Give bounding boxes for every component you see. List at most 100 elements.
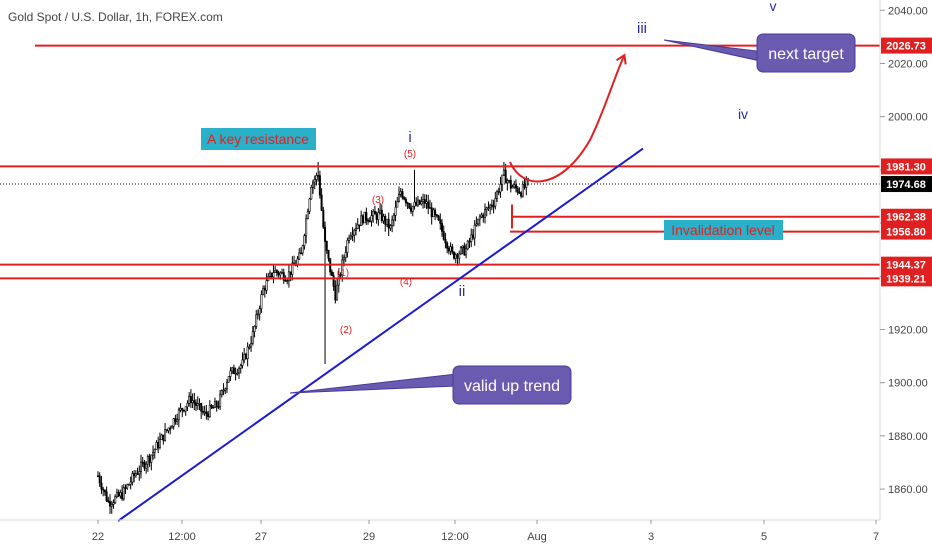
candle-body [411, 206, 414, 212]
candle-body [310, 187, 313, 200]
candle-body [465, 248, 468, 256]
candle-body [217, 406, 220, 408]
price-axis[interactable]: 1860.001880.001900.001920.001940.001960.… [879, 0, 932, 520]
candle-body [466, 240, 469, 250]
candle-body [437, 215, 440, 221]
candle-body [325, 241, 328, 251]
candle-body [361, 215, 364, 224]
last-price-tag [881, 176, 932, 193]
time-axis[interactable]: 22 12:00 27 29 12:00 Aug 3 5 7 [0, 519, 880, 543]
wave-label-9: (5) [404, 149, 416, 160]
overlays-layer [117, 33, 856, 522]
candle-body [205, 411, 208, 415]
candle-body [353, 230, 356, 236]
y-tick-label: 1900.00 [888, 378, 928, 390]
candle-body [215, 401, 218, 407]
candle-body [134, 473, 137, 477]
candle-body [241, 359, 244, 366]
candle-body [415, 201, 418, 206]
valid-uptrend-pointer [289, 373, 457, 394]
candle-body [380, 209, 383, 222]
candle-body [251, 331, 254, 344]
candle-body [226, 381, 229, 390]
next-target-pointer [663, 39, 766, 63]
next-target-label: next target [768, 46, 844, 63]
candle-body [363, 211, 366, 224]
x-tick-label: 5 [761, 531, 767, 543]
candle-body [430, 207, 433, 218]
candle-body [263, 288, 266, 291]
candle-body [324, 226, 327, 242]
candle-body [397, 194, 400, 202]
candle-body [368, 220, 371, 223]
candle-body [268, 272, 271, 277]
candle-body [420, 201, 423, 205]
invalidation-level-label: Invalidation level [671, 222, 775, 238]
candle-body [213, 401, 216, 408]
candle-body [373, 211, 376, 215]
candle-body [289, 271, 292, 275]
candle-body [177, 409, 180, 421]
candle-body [229, 370, 232, 377]
candle-body [145, 463, 148, 469]
level-tag-1956.80 [881, 223, 932, 240]
candle-body [301, 245, 304, 254]
candle-body [265, 280, 268, 291]
candle-body [416, 199, 419, 206]
candle-body [114, 496, 117, 503]
candle-body [121, 492, 124, 500]
candle-body [308, 198, 311, 212]
candle-body [174, 418, 177, 422]
y-tick-label: 2040.00 [888, 5, 928, 17]
candle-body [322, 209, 325, 228]
candle-body [490, 204, 493, 207]
candle-body [210, 405, 213, 408]
candle-body [513, 184, 516, 188]
candle-body [396, 201, 399, 208]
candle-body [227, 376, 230, 383]
candle-body [165, 429, 168, 432]
candle-body [279, 272, 282, 276]
candle-body [317, 175, 320, 177]
candle-body [428, 207, 431, 209]
candle-body [172, 418, 175, 427]
candle-body [189, 396, 192, 403]
candle-body [105, 491, 108, 502]
candle-body [246, 346, 249, 360]
candle-body [238, 368, 241, 374]
candle-body [508, 180, 511, 182]
candle-body [473, 224, 476, 239]
candle-body [232, 367, 235, 374]
candle-body [112, 502, 115, 505]
candle-body [243, 354, 246, 361]
candle-body [298, 252, 301, 260]
candle-body [401, 191, 404, 198]
candle-body [281, 272, 284, 274]
candle-body [497, 191, 500, 193]
candle-body [492, 205, 495, 208]
level-tag-1962.38 [881, 208, 932, 225]
candle-body [341, 259, 344, 276]
candle-body [432, 209, 435, 218]
candle-body [287, 271, 290, 281]
candle-body [169, 427, 172, 430]
candle-body [160, 434, 163, 440]
candle-body [150, 454, 153, 463]
candle-body [303, 235, 306, 247]
candle-body [385, 218, 388, 225]
candle-body [404, 198, 407, 203]
wave-label-5: (1) [337, 268, 349, 279]
symbol-title: Gold Spot / U.S. Dollar, 1h, FOREX.com [8, 10, 223, 24]
candle-body [485, 207, 488, 210]
candle-body [444, 239, 447, 244]
candle-body [222, 389, 225, 392]
candle-body [422, 199, 425, 202]
candle-body [477, 218, 480, 225]
candle-body [201, 410, 204, 413]
candle-body [379, 209, 382, 213]
candle-body [110, 504, 113, 507]
candle-body [291, 262, 294, 275]
candle-body [186, 402, 189, 408]
candle-body [392, 215, 395, 221]
